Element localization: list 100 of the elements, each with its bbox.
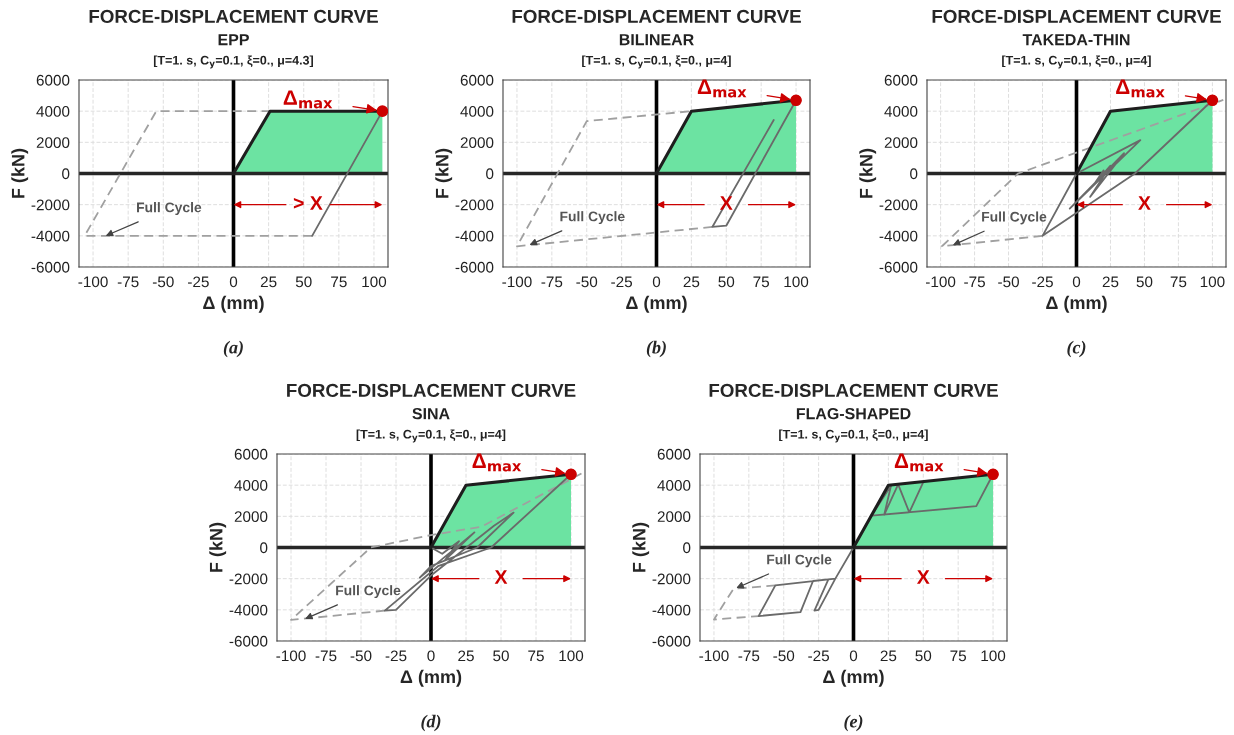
x-axis-title: Δ (mm) [203, 295, 264, 313]
y-tick-label: 0 [260, 542, 268, 554]
chart-title: FORCE-DISPLACEMENT CURVE [512, 9, 801, 24]
x-tick-label: -75 [315, 650, 337, 662]
annotation: Full Cycle [982, 211, 1047, 225]
x-tick-label: 0 [427, 650, 435, 662]
chart-title: FORCE-DISPLACEMENT CURVE [89, 9, 378, 24]
chart-title: FORCE-DISPLACEMENT CURVE [287, 383, 576, 398]
y-axis-title: F (kN) [632, 522, 650, 572]
y-tick-label: 4000 [234, 480, 268, 491]
x-tick-label: -100 [699, 650, 729, 662]
x-tick-label: -100 [502, 276, 532, 288]
x-axis-title: Δ (mm) [823, 669, 884, 687]
y-tick-label: -2000 [229, 573, 268, 585]
y-tick-label: -2000 [652, 573, 691, 585]
annotation: Full Cycle [137, 202, 202, 216]
annotation: X [916, 570, 930, 584]
text: [T=1. s, C$_{y}$=0.1, ξ=0., μ=4.3] [153, 55, 313, 69]
y-tick-label: 2000 [36, 137, 70, 149]
y-tick-label: -4000 [652, 604, 691, 616]
y-axis-title: F (kN) [435, 148, 453, 198]
x-tick-label: 25 [1102, 276, 1119, 288]
annotation: Δ$_{max}$ [697, 79, 747, 98]
y-axis-title: F (kN) [859, 148, 877, 198]
line-series [713, 584, 777, 621]
text: (a) [223, 340, 243, 358]
x-tick-label: -75 [738, 650, 760, 662]
x-tick-label: -75 [541, 276, 563, 288]
x-tick-label: 50 [915, 650, 932, 662]
annotation: Full Cycle [560, 211, 625, 225]
x-tick-label: 100 [981, 650, 1006, 662]
x-tick-label: -50 [576, 276, 598, 288]
y-tick-label: -6000 [31, 261, 70, 273]
x-tick-label: 25 [683, 276, 700, 288]
text: (c) [1067, 340, 1086, 358]
chart-title: FORCE-DISPLACEMENT CURVE [709, 383, 998, 398]
annotation: Δ$_{max}$ [1116, 79, 1165, 98]
line-series [290, 472, 584, 621]
x-tick-label: 100 [1200, 276, 1225, 288]
text: [T=1. s, C$_{y}$=0.1, ξ=0., μ=4] [356, 429, 506, 443]
annotation: Full Cycle [767, 554, 832, 568]
x-tick-label: 25 [458, 650, 474, 662]
annotation: Δ$_{max}$ [472, 453, 522, 472]
y-tick-label: 2000 [460, 137, 494, 149]
y-tick-label: 4000 [884, 106, 918, 117]
y-tick-label: 6000 [657, 448, 691, 460]
y-tick-label: -2000 [31, 199, 70, 211]
x-tick-label: 75 [331, 276, 347, 288]
annotation: Full Cycle [336, 585, 401, 599]
text: [T=1. s, C$_{y}$=0.1, ξ=0., μ=4] [1002, 55, 1151, 69]
y-tick-label: 0 [62, 168, 70, 180]
x-tick-label: 0 [849, 650, 858, 662]
y-tick-label: 4000 [460, 106, 494, 117]
chart-subtitle: FLAG-SHAPED [796, 407, 911, 420]
y-tick-label: 2000 [657, 511, 691, 523]
x-tick-label: 50 [493, 650, 509, 662]
y-tick-label: 6000 [36, 74, 70, 86]
x-tick-label: -100 [276, 650, 306, 662]
x-tick-label: 25 [260, 276, 277, 288]
x-axis-title: Δ (mm) [1046, 295, 1107, 313]
x-tick-label: -25 [808, 650, 830, 662]
x-tick-label: 75 [753, 276, 770, 288]
x-tick-label: 25 [880, 650, 897, 662]
x-tick-label: -100 [925, 276, 956, 288]
y-tick-label: 6000 [884, 74, 918, 86]
x-tick-label: -25 [188, 276, 209, 288]
x-tick-label: 0 [1072, 276, 1081, 288]
x-tick-label: -25 [611, 276, 633, 288]
x-tick-label: 75 [528, 650, 544, 662]
line-series [941, 99, 1225, 248]
text: (e) [844, 714, 863, 732]
x-tick-label: -50 [773, 650, 795, 662]
y-tick-label: 2000 [884, 137, 918, 149]
x-axis-title: Δ (mm) [626, 295, 687, 313]
chart-subtitle: BILINEAR [619, 34, 694, 46]
annotation: X [1138, 196, 1151, 210]
y-axis-title: F (kN) [11, 148, 29, 198]
annotation: Δ$_{max}$ [894, 453, 944, 472]
y-axis-title: F (kN) [209, 522, 227, 572]
annotation: X [494, 570, 508, 584]
x-tick-label: -100 [78, 276, 108, 288]
y-tick-label: -2000 [455, 199, 494, 211]
x-tick-label: -25 [1032, 276, 1053, 288]
annotation: > X [293, 196, 323, 210]
y-tick-label: 6000 [234, 448, 268, 460]
chart-subtitle: TAKEDA-THIN [1022, 34, 1130, 46]
y-tick-label: -4000 [455, 230, 494, 242]
y-tick-label: -4000 [879, 230, 918, 242]
text: [T=1. s, C$_{y}$=0.1, ξ=0., μ=4] [779, 429, 928, 443]
y-tick-label: -6000 [229, 635, 268, 647]
annotation: Δ$_{max}$ [283, 90, 333, 109]
x-tick-label: 75 [950, 650, 967, 662]
y-tick-label: -4000 [31, 230, 70, 242]
y-tick-label: -6000 [455, 261, 494, 273]
x-tick-label: 100 [362, 276, 387, 288]
x-tick-label: -75 [964, 276, 985, 288]
y-tick-label: -4000 [229, 604, 268, 616]
chart-subtitle: SINA [412, 407, 450, 420]
y-tick-label: 6000 [460, 74, 494, 86]
x-tick-label: 100 [784, 276, 809, 288]
